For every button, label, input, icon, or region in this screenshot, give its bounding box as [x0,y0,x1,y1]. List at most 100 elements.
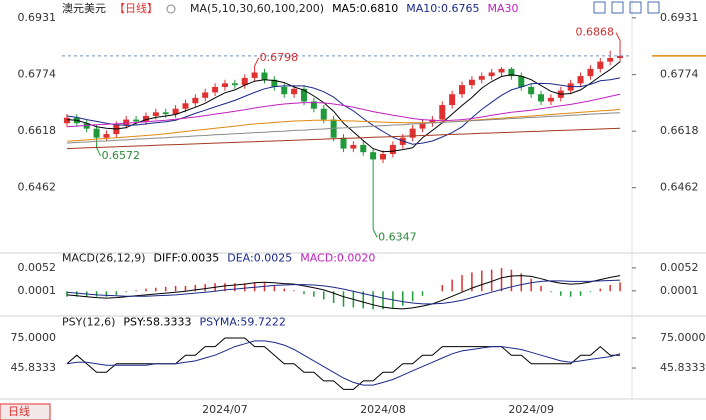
panel-legend: PSY:58.3333 [123,316,191,329]
candle-body [133,119,140,122]
ma-line [66,61,621,153]
panel-legend: DEA:0.0025 [227,252,292,265]
y-tick-label: 0.0052 [18,261,57,274]
candle-body [468,79,475,86]
candle-body [291,88,298,95]
candle-body [231,83,238,86]
candle-body [419,123,426,129]
period-icon [166,4,176,14]
candle-body [340,137,347,149]
low-pointer [372,229,378,238]
candle-body [547,97,554,102]
icon-button[interactable] [629,1,642,14]
candle-body [429,119,436,124]
candle-body [281,86,288,95]
x-tick-label: 2024/08 [360,403,406,416]
candle-body [617,55,624,58]
y-tick-label: 75.0000 [11,331,57,344]
candle-body [172,108,179,115]
high-annotation: 0.6868 [576,26,615,39]
x-tick-label: 2024/09 [508,403,554,416]
indicator-line [66,275,621,310]
ma-title: MA(5,10,30,60,100,200) [190,2,324,15]
candle-body [300,88,307,102]
panel-legend: PSYMA:59.7222 [200,316,286,329]
candle-body [320,108,327,120]
y-tick-label: 45.8333 [660,361,706,374]
candle-body [360,144,367,153]
candle-body [597,61,604,69]
candle-body [142,115,149,122]
y-tick-label: 0.0052 [660,261,699,274]
ma-line [66,108,621,142]
candle-body [162,112,169,115]
ma-line [66,127,621,150]
panel-title: MACD(26,12,9) [62,252,146,265]
x-tick-label: 2024/07 [202,403,248,416]
high-pointer [615,32,621,41]
candle-body [528,86,535,95]
candle-body [202,92,209,98]
ma-line [66,112,621,144]
candle-body [63,117,70,124]
ma-legend: MA10:0.6765 [406,2,479,15]
panel-legend: DIFF:0.0035 [154,252,220,265]
y-tick-label: 0.6462 [660,181,699,194]
candle-body [93,128,100,138]
candle-body [459,85,466,95]
candle-body [607,57,614,62]
candle-body [241,77,248,86]
candle-body [103,134,110,138]
y-tick-label: 0.0001 [18,284,57,297]
symbol: 澳元美元 [62,2,106,15]
candle-body [449,94,456,106]
candle-body [83,123,90,129]
candle-body [439,105,446,120]
icon-button[interactable] [647,1,660,14]
candle-body [251,72,258,78]
candle-body [409,128,416,138]
ma-legend: MA30 [488,2,519,15]
y-tick-label: 0.0001 [660,284,699,297]
y-tick-label: 0.6462 [18,181,57,194]
candle-body [577,76,584,84]
candle-body [508,68,515,77]
period: 【日线】 [114,1,158,15]
candle-body [488,72,495,77]
indicator-line [66,279,621,305]
candle-body [538,94,545,102]
candle-body [212,86,219,93]
y-tick-label: 0.6931 [660,11,699,24]
low-pointer [96,147,102,157]
low-annotation: 0.6347 [378,230,417,243]
ma-line [66,93,621,128]
period-button-label: 日线 [8,404,30,418]
period-button[interactable] [0,403,51,420]
icon-button[interactable] [593,1,606,14]
panel-title: PSY(12,6) [62,316,115,329]
candle-body [370,152,377,160]
candle-body [389,144,396,154]
candle-body [498,68,505,73]
y-tick-label: 45.8333 [11,361,57,374]
indicator-line [66,340,621,386]
candle-body [271,79,278,87]
candle-body [261,72,268,80]
candle-body [587,68,594,77]
toolbar-icons [593,1,660,14]
candle-body [123,119,130,126]
candle-body [350,144,357,149]
y-tick-label: 0.6931 [18,11,57,24]
y-tick-label: 0.6618 [660,124,699,137]
high-pointer [254,57,260,67]
candle-body [310,101,317,109]
icon-button[interactable] [611,1,624,14]
high-annotation: 0.6798 [260,51,299,64]
y-tick-label: 75.0000 [660,331,706,344]
panel-legend: MACD:0.0020 [300,252,375,265]
y-tick-label: 0.6774 [660,68,699,81]
low-annotation: 0.6572 [102,149,141,162]
ma-legend: MA5:0.6810 [332,2,398,15]
candle-body [152,112,159,116]
